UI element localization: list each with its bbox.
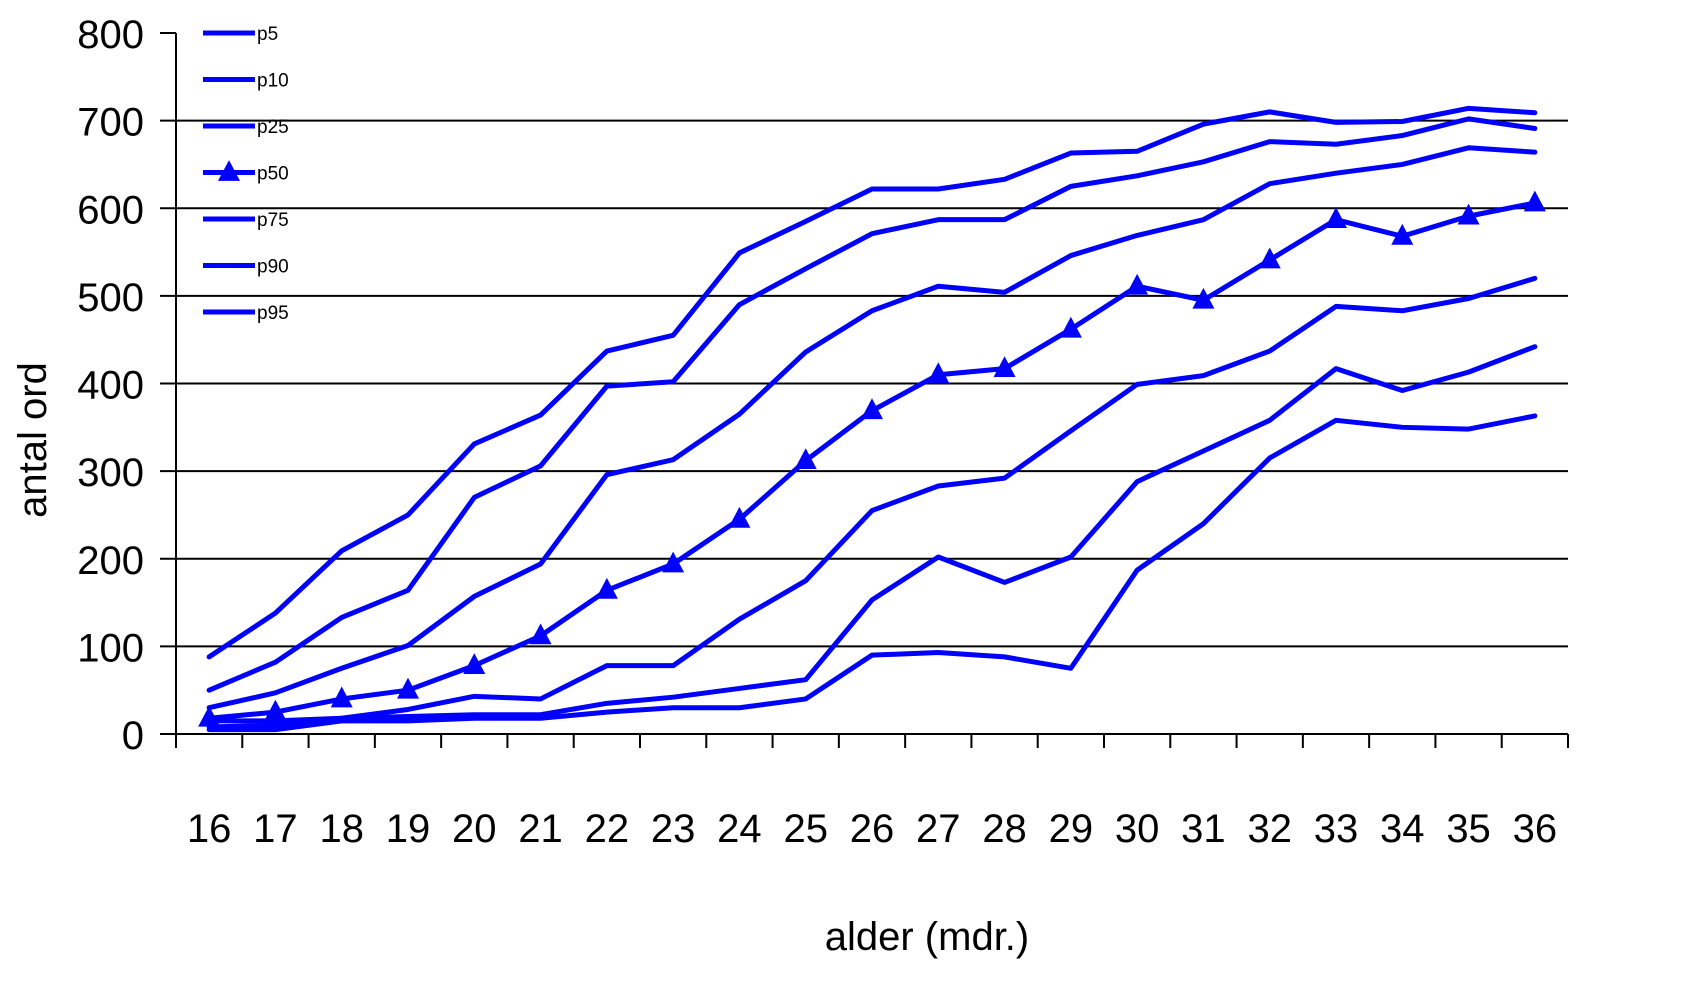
x-axis-title: alder (mdr.)	[825, 915, 1030, 959]
series-p25	[206, 275, 1538, 724]
series-p50	[198, 190, 1546, 727]
legend-item-p95: p95	[203, 303, 289, 324]
data-point-p50	[1192, 287, 1215, 309]
x-tick-label: 33	[1314, 807, 1359, 851]
legend-marker	[218, 160, 240, 181]
legend-item-p10: p10	[203, 71, 289, 92]
x-tick-label: 16	[187, 807, 232, 851]
x-tick-label: 35	[1446, 807, 1491, 851]
series-line-p95	[206, 105, 1538, 660]
legend-item-p50: p50	[203, 160, 289, 185]
y-tick-label: 800	[77, 13, 144, 57]
y-axis-title: antal ord	[11, 362, 55, 518]
gridlines	[176, 119, 1568, 648]
legend-label: p95	[257, 303, 289, 324]
series-p75	[206, 145, 1538, 711]
data-point-p50	[927, 362, 950, 384]
series-p5	[206, 413, 1538, 733]
x-tick-label: 34	[1380, 807, 1425, 851]
x-tick-label: 22	[585, 807, 630, 851]
legend-label: p50	[257, 164, 289, 185]
legend-label: p5	[257, 24, 278, 45]
axes: 0 100 200 300 400 500 600 700 800 16 17 18 19 20 21 22 2…	[77, 13, 1569, 851]
series-line-p50	[206, 200, 1538, 721]
legend-label: p25	[257, 117, 289, 138]
x-tick-label: 24	[717, 807, 762, 851]
y-tick-label: 400	[77, 364, 144, 408]
data-point-p50	[1258, 247, 1281, 269]
x-tick-label: 32	[1247, 807, 1292, 851]
data-point-p50	[728, 506, 751, 528]
series-p90	[206, 116, 1538, 693]
x-tick-label: 25	[783, 807, 828, 851]
series-line-p90	[206, 116, 1538, 693]
legend-item-p90: p90	[203, 257, 289, 278]
series-line-p25	[206, 275, 1538, 724]
data-point-p50	[264, 699, 287, 721]
data-point-p50	[397, 677, 419, 699]
y-tick-label: 300	[77, 451, 144, 495]
data-point-p50	[595, 577, 618, 599]
x-tick-label: 19	[386, 807, 431, 851]
data-point-p50	[330, 686, 353, 708]
data-point-p50	[529, 623, 552, 645]
data-point-p50	[198, 705, 221, 727]
legend: p5 p10 p25 p50 p75 p90 p95	[203, 24, 289, 324]
data-point-p50	[662, 551, 685, 573]
legend-label: p75	[257, 210, 289, 231]
x-tick-label: 29	[1049, 807, 1094, 851]
x-tick-label: 23	[651, 807, 696, 851]
series-lines	[198, 105, 1546, 733]
series-p10	[206, 344, 1538, 730]
data-point-p50	[993, 356, 1016, 378]
series-p95	[206, 105, 1538, 660]
legend-item-p5: p5	[203, 24, 278, 45]
x-tick-label: 36	[1513, 807, 1558, 851]
data-point-p50	[1457, 203, 1480, 225]
data-point-p50	[861, 398, 883, 420]
data-point-p50	[794, 448, 817, 470]
x-tick-label: 17	[253, 807, 298, 851]
legend-item-p75: p75	[203, 210, 289, 231]
data-point-p50	[1325, 207, 1347, 229]
y-tick-label: 500	[77, 276, 144, 320]
x-tick-label: 21	[518, 807, 563, 851]
legend-item-p25: p25	[203, 117, 289, 138]
y-tick-label: 100	[77, 626, 144, 670]
x-tick-label: 31	[1181, 807, 1226, 851]
data-point-p50	[1059, 316, 1082, 338]
x-tick-label: 30	[1115, 807, 1160, 851]
x-tick-label: 28	[982, 807, 1027, 851]
data-point-p50	[1391, 223, 1414, 245]
y-tick-label: 200	[77, 539, 144, 583]
series-line-p5	[206, 413, 1538, 733]
data-point-p50	[1523, 190, 1546, 212]
y-tick-label: 0	[122, 714, 144, 758]
x-tick-label: 27	[916, 807, 961, 851]
data-point-p50	[1126, 273, 1149, 295]
series-line-p75	[206, 145, 1538, 711]
x-tick-label: 18	[319, 807, 364, 851]
legend-label: p90	[257, 257, 289, 278]
x-tick-label: 20	[452, 807, 497, 851]
data-point-p50	[463, 653, 486, 675]
legend-label: p10	[257, 71, 289, 92]
x-tick-label: 26	[850, 807, 895, 851]
series-line-p10	[206, 344, 1538, 730]
y-tick-label: 700	[77, 101, 144, 145]
y-tick-label: 600	[77, 188, 144, 232]
